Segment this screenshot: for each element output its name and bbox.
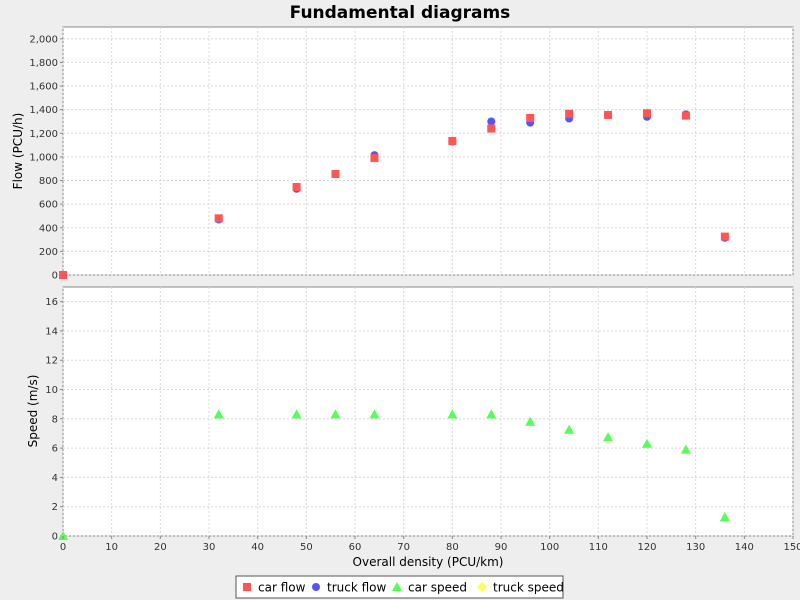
flow-plot-area <box>62 26 794 276</box>
flow-panel: 0 200 400 600 800 1,000 1,200 1,400 1,600 1,800 2,… <box>11 26 794 282</box>
car-flow-point <box>292 183 301 192</box>
legend-diamond-icon <box>477 582 487 592</box>
series-car-speed <box>58 409 730 540</box>
x-tick-label: 40 <box>251 542 264 553</box>
car-flow-point <box>370 154 379 163</box>
x-tick-label: 130 <box>686 542 705 553</box>
car-speed-point <box>58 531 68 540</box>
car-flow-point <box>214 214 223 223</box>
car-flow-point <box>643 109 651 118</box>
legend-item-car-flow: car flow <box>243 581 306 595</box>
x-tick-label: 60 <box>349 542 362 553</box>
y-tick-label: 4 <box>52 473 58 484</box>
car-speed-point <box>525 416 536 426</box>
x-tick-label: 100 <box>540 542 559 553</box>
speed-y-axis: 0 2 4 6 8 10 12 14 16 <box>45 297 63 543</box>
x-tick-label: 80 <box>446 542 459 553</box>
car-flow-point <box>565 109 574 118</box>
y-tick-label: 1,000 <box>29 152 58 163</box>
flow-grid <box>62 27 794 276</box>
series-car-flow <box>59 109 729 279</box>
legend-label: truck speed <box>493 581 564 595</box>
speed-panel: 0 2 4 6 8 10 12 14 16 Speed (m/s) <box>26 286 794 543</box>
y-tick-label: 1,800 <box>29 58 58 69</box>
x-tick-label: 140 <box>735 542 754 553</box>
y-tick-label: 1,600 <box>29 82 58 93</box>
legend-circle-icon <box>312 583 320 591</box>
car-speed-point <box>213 409 224 419</box>
legend-label: truck flow <box>327 581 387 595</box>
car-speed-point <box>486 409 497 419</box>
car-flow-point <box>720 232 729 241</box>
chart-title: Fundamental diagrams <box>290 3 511 23</box>
legend-item-truck-speed: truck speed <box>477 581 564 595</box>
y-tick-label: 10 <box>45 385 58 396</box>
y-tick-label: 200 <box>39 247 58 258</box>
y-tick-label: 400 <box>39 223 58 234</box>
x-tick-label: 150 <box>783 542 800 553</box>
car-speed-point <box>603 432 614 442</box>
y-tick-label: 800 <box>39 176 58 187</box>
legend-triangle-icon <box>392 582 402 591</box>
legend-item-car-speed: car speed <box>392 581 467 595</box>
car-flow-point <box>448 136 457 145</box>
x-tick-label: 0 <box>60 542 66 553</box>
flow-y-axis-label: Flow (PCU/h) <box>11 113 25 190</box>
speed-grid <box>62 287 794 537</box>
car-speed-point <box>564 424 575 434</box>
y-tick-label: 600 <box>39 200 58 211</box>
car-flow-point <box>526 113 535 122</box>
legend-label: car flow <box>258 581 306 595</box>
y-tick-label: 8 <box>52 414 58 425</box>
flow-y-axis: 0 200 400 600 800 1,000 1,200 1,400 1,600 1,800 2,… <box>29 34 63 282</box>
car-flow-point <box>59 271 67 279</box>
y-tick-label: 1,200 <box>29 129 58 140</box>
car-speed-point <box>330 409 341 419</box>
x-tick-label: 110 <box>589 542 608 553</box>
x-tick-label: 120 <box>637 542 656 553</box>
x-tick-label: 10 <box>105 542 118 553</box>
x-tick-label: 20 <box>154 542 167 553</box>
car-flow-point <box>331 170 340 179</box>
y-tick-label: 0 <box>52 532 58 543</box>
legend-item-truck-flow: truck flow <box>312 581 387 595</box>
y-tick-label: 0 <box>52 271 58 282</box>
x-tick-label: 50 <box>300 542 313 553</box>
car-flow-point <box>487 124 496 133</box>
car-speed-point <box>447 409 458 419</box>
x-axis: 0 10 20 30 40 50 60 70 80 90 100 110 120 130 140 150 <box>60 536 800 553</box>
y-tick-label: 2,000 <box>29 34 58 45</box>
y-tick-label: 12 <box>45 356 58 367</box>
y-tick-label: 6 <box>52 444 58 455</box>
y-tick-label: 14 <box>45 326 58 337</box>
y-tick-label: 2 <box>52 502 58 513</box>
legend-label: car speed <box>408 581 467 595</box>
car-speed-point <box>642 438 652 448</box>
y-tick-label: 16 <box>45 297 58 308</box>
legend: car flow truck flow car speed truck speed <box>235 575 564 599</box>
y-tick-label: 1,400 <box>29 105 58 116</box>
car-flow-point <box>681 111 690 120</box>
x-axis-label: Overall density (PCU/km) <box>353 555 504 569</box>
car-speed-point <box>719 511 730 521</box>
x-tick-label: 90 <box>495 542 508 553</box>
legend-square-icon <box>243 583 251 591</box>
x-tick-label: 30 <box>203 542 216 553</box>
car-flow-point <box>604 110 613 119</box>
speed-y-axis-label: Speed (m/s) <box>26 375 40 448</box>
truck-flow-point <box>487 117 496 126</box>
speed-series <box>58 409 730 540</box>
x-tick-label: 70 <box>397 542 410 553</box>
speed-plot-area <box>62 286 794 537</box>
car-speed-point <box>369 409 380 419</box>
flow-series <box>59 109 729 279</box>
car-speed-point <box>291 409 302 419</box>
car-speed-point <box>680 444 691 454</box>
